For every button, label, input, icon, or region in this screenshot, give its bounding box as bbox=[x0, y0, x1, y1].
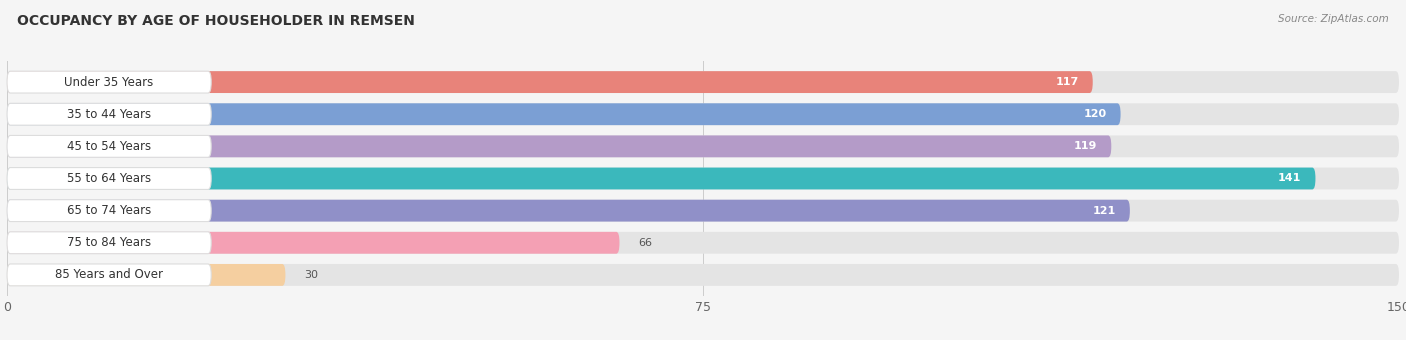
FancyBboxPatch shape bbox=[7, 232, 620, 254]
Text: 117: 117 bbox=[1056, 77, 1078, 87]
Text: 121: 121 bbox=[1092, 206, 1116, 216]
FancyBboxPatch shape bbox=[7, 200, 1399, 222]
Text: 75 to 84 Years: 75 to 84 Years bbox=[67, 236, 152, 249]
FancyBboxPatch shape bbox=[7, 103, 1399, 125]
FancyBboxPatch shape bbox=[7, 264, 211, 286]
FancyBboxPatch shape bbox=[7, 135, 1399, 157]
FancyBboxPatch shape bbox=[7, 168, 211, 189]
FancyBboxPatch shape bbox=[7, 264, 1399, 286]
Text: 30: 30 bbox=[304, 270, 318, 280]
FancyBboxPatch shape bbox=[7, 168, 1316, 189]
FancyBboxPatch shape bbox=[7, 135, 211, 157]
Text: 120: 120 bbox=[1084, 109, 1107, 119]
Text: 35 to 44 Years: 35 to 44 Years bbox=[67, 108, 152, 121]
Text: Source: ZipAtlas.com: Source: ZipAtlas.com bbox=[1278, 14, 1389, 23]
FancyBboxPatch shape bbox=[7, 71, 211, 93]
Text: 45 to 54 Years: 45 to 54 Years bbox=[67, 140, 152, 153]
Text: 141: 141 bbox=[1278, 173, 1302, 184]
FancyBboxPatch shape bbox=[7, 168, 1399, 189]
FancyBboxPatch shape bbox=[7, 264, 285, 286]
Text: 85 Years and Over: 85 Years and Over bbox=[55, 268, 163, 282]
FancyBboxPatch shape bbox=[7, 71, 1399, 93]
Text: 66: 66 bbox=[638, 238, 652, 248]
FancyBboxPatch shape bbox=[7, 71, 1092, 93]
FancyBboxPatch shape bbox=[7, 232, 1399, 254]
Text: Under 35 Years: Under 35 Years bbox=[65, 75, 153, 89]
FancyBboxPatch shape bbox=[7, 200, 1130, 222]
Text: OCCUPANCY BY AGE OF HOUSEHOLDER IN REMSEN: OCCUPANCY BY AGE OF HOUSEHOLDER IN REMSE… bbox=[17, 14, 415, 28]
FancyBboxPatch shape bbox=[7, 135, 1111, 157]
Text: 119: 119 bbox=[1074, 141, 1098, 151]
FancyBboxPatch shape bbox=[7, 200, 211, 222]
FancyBboxPatch shape bbox=[7, 103, 211, 125]
Text: 55 to 64 Years: 55 to 64 Years bbox=[67, 172, 152, 185]
FancyBboxPatch shape bbox=[7, 103, 1121, 125]
FancyBboxPatch shape bbox=[7, 232, 211, 254]
Text: 65 to 74 Years: 65 to 74 Years bbox=[67, 204, 152, 217]
